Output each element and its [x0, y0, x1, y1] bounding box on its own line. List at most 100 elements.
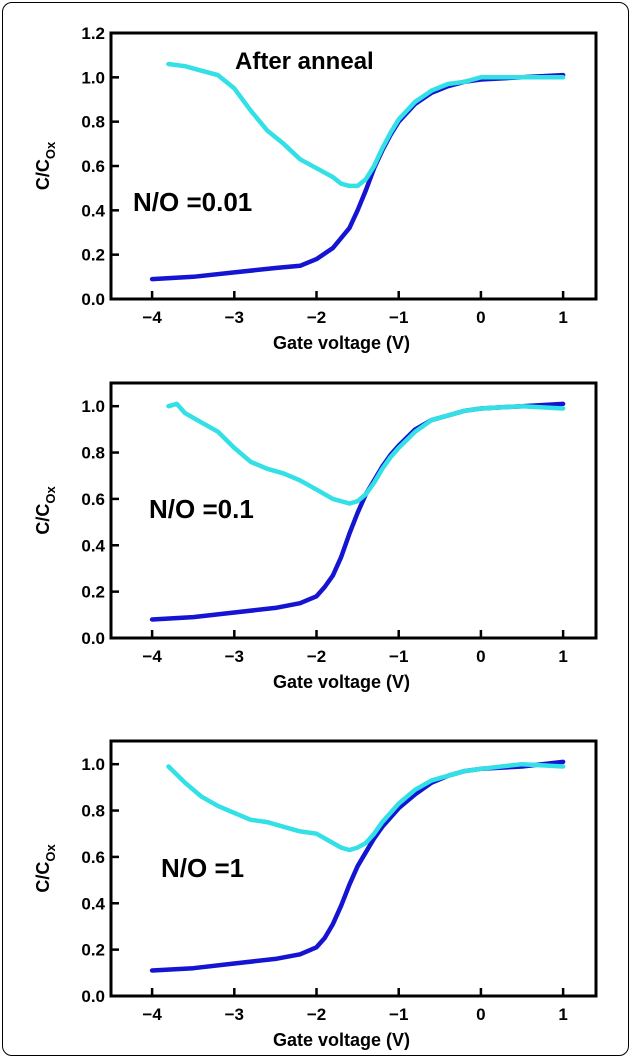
data-point	[150, 277, 154, 281]
data-point	[273, 266, 278, 270]
x-axis-label: Gate voltage (V)	[273, 672, 410, 692]
data-point	[331, 246, 335, 250]
data-point	[183, 411, 187, 415]
data-point	[372, 832, 376, 836]
ratio-annotation: N/O =0.01	[133, 187, 252, 217]
data-point	[561, 402, 565, 406]
data-point	[364, 177, 368, 181]
y-axis-label-main: C/C	[33, 862, 53, 893]
data-point	[216, 430, 220, 434]
data-point	[347, 848, 351, 852]
y-tick-label: 0.0	[81, 290, 105, 309]
y-tick-label: 0.6	[81, 490, 105, 509]
y-tick-label: 0.4	[81, 201, 105, 220]
data-point	[520, 404, 524, 408]
data-point	[356, 846, 360, 850]
x-tick-label: 0	[476, 647, 485, 666]
data-point	[298, 601, 302, 605]
x-tick-label: −4	[142, 1005, 162, 1024]
data-point	[561, 75, 565, 79]
data-point	[331, 497, 335, 501]
data-point	[216, 73, 220, 77]
data-point	[561, 764, 565, 769]
data-point	[397, 446, 401, 450]
y-tick-label: 0.2	[81, 246, 105, 265]
data-point	[191, 966, 195, 970]
data-point	[347, 883, 351, 887]
x-tick-label: −1	[389, 1005, 408, 1024]
data-point	[364, 492, 368, 496]
data-point	[479, 406, 483, 411]
data-point	[216, 804, 220, 808]
data-point	[232, 270, 236, 274]
data-point	[331, 841, 335, 845]
data-point	[446, 774, 450, 778]
data-point	[356, 499, 360, 503]
data-point	[249, 108, 253, 113]
data-point	[356, 208, 360, 212]
data-point	[314, 166, 319, 170]
data-point	[298, 478, 302, 482]
plot-frame	[109, 381, 598, 640]
data-point	[429, 418, 434, 422]
y-tick-label: 0.0	[81, 629, 105, 648]
data-point	[166, 62, 171, 66]
data-point	[364, 850, 368, 854]
series-line-cyan	[166, 401, 566, 506]
y-tick-label: 0.6	[81, 157, 105, 176]
x-tick-label: −4	[142, 647, 162, 666]
data-point	[339, 846, 343, 850]
data-point	[462, 80, 467, 84]
data-point	[413, 430, 417, 434]
x-tick-label: 0	[476, 308, 485, 327]
data-point	[191, 275, 195, 279]
data-point	[183, 64, 187, 68]
y-tick-label: 1.0	[81, 397, 105, 416]
data-point	[282, 142, 286, 146]
data-point	[314, 945, 319, 949]
data-point	[232, 86, 236, 91]
data-point	[232, 446, 236, 450]
x-tick-label: −4	[142, 308, 162, 327]
y-tick-label: 0.2	[81, 941, 105, 960]
data-point	[429, 778, 434, 783]
data-point	[380, 467, 384, 471]
data-point	[446, 413, 450, 418]
data-point	[282, 471, 286, 476]
data-point	[282, 825, 286, 829]
y-tick-label: 0.2	[81, 583, 105, 602]
data-point	[520, 762, 524, 766]
data-point	[175, 402, 179, 406]
data-point	[265, 467, 269, 471]
data-point	[150, 968, 154, 973]
data-point	[388, 455, 393, 459]
data-point	[191, 615, 195, 619]
data-point	[249, 818, 253, 822]
y-tick-label: 1.2	[81, 24, 105, 43]
data-point	[339, 182, 343, 186]
data-point	[298, 952, 302, 956]
data-point	[413, 100, 417, 104]
x-axis-label: Gate voltage (V)	[273, 1030, 410, 1050]
data-point	[561, 406, 565, 411]
x-tick-label: −3	[225, 647, 244, 666]
y-tick-label: 0.4	[81, 894, 105, 913]
data-point	[347, 501, 351, 506]
data-point	[364, 841, 368, 845]
y-axis-label-subscript: Ox	[43, 486, 58, 504]
y-axis-label: C/COx	[33, 141, 58, 190]
y-axis-label-subscript: Ox	[43, 844, 58, 862]
data-point	[446, 82, 450, 86]
data-point	[232, 811, 236, 815]
data-point	[397, 801, 401, 806]
series-line-dark-blue	[149, 72, 566, 282]
data-point	[232, 961, 236, 966]
x-tick-label: −3	[225, 1005, 244, 1024]
chart-panel-2: −4 −3 −2 −1 0 1 0.0 0.2 0.4 0.6 0.8 1.0 Gate voltage…	[33, 381, 598, 692]
data-point	[265, 128, 269, 133]
y-tick-label: 0.0	[81, 987, 105, 1006]
x-tick-label: 1	[558, 647, 567, 666]
data-point	[356, 864, 360, 868]
x-tick-label: 1	[558, 308, 567, 327]
